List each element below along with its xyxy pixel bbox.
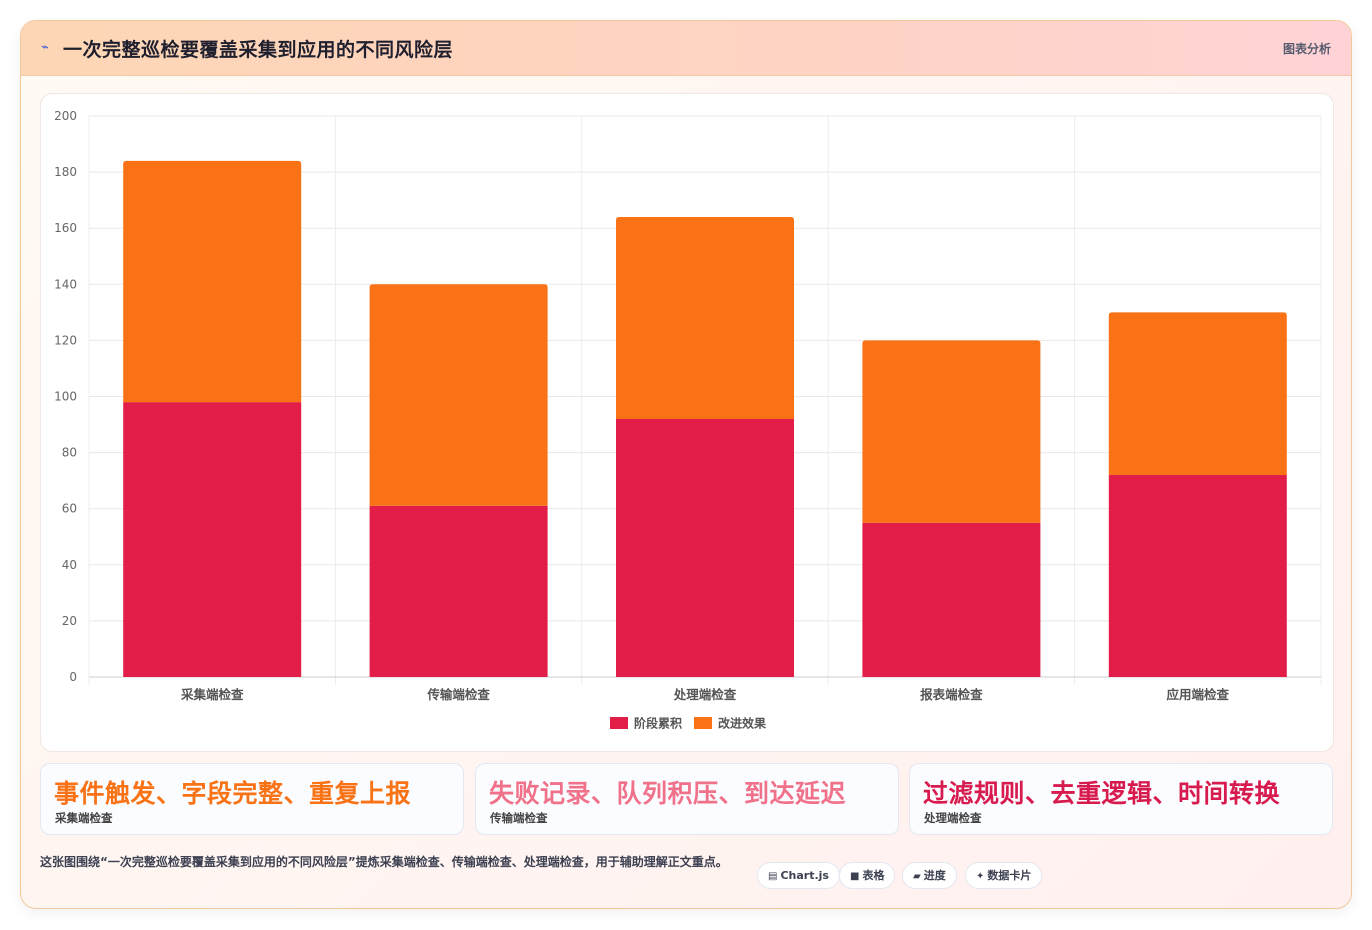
summary-card-transport: 失败记录、队列积压、到达延迟 传输端检查 <box>475 763 899 835</box>
chip-label: Chart.js <box>780 869 829 882</box>
footer-description: 这张图围绕“一次完整巡检要覆盖采集到应用的不同风险层”提炼采集端检查、传输端检查… <box>40 855 728 869</box>
progress-icon: ▰ <box>913 871 921 882</box>
chip-table[interactable]: ■ 表格 <box>839 862 896 889</box>
card-title: 一次完整巡检要覆盖采集到应用的不同风险层 <box>63 39 454 61</box>
y-tick-label: 20 <box>62 614 77 628</box>
chip-chartjs[interactable]: ▤ Chart.js <box>757 862 840 889</box>
chart-icon: ▤ <box>768 871 778 882</box>
summary-card-processing: 过滤规则、去重逻辑、时间转换 处理端检查 <box>909 763 1333 835</box>
y-tick-label: 120 <box>54 333 77 347</box>
y-tick-label: 180 <box>54 165 77 179</box>
lightning-icon: ⌁ <box>41 40 49 55</box>
chart-analysis-tag: 图表分析 <box>1282 42 1331 56</box>
chip-label: 表格 <box>862 869 885 882</box>
y-tick-label: 80 <box>62 446 77 460</box>
stacked-bar-chart: 0 20 40 60 80 100 120 140 160 180 200 采集端检查 传输端检查 处理端… <box>54 109 1322 731</box>
legend-label: 阶段累积 <box>634 716 682 731</box>
table-icon: ■ <box>850 871 860 882</box>
bar-segment <box>1108 475 1287 677</box>
y-tick-label: 140 <box>54 277 77 291</box>
x-category-label: 报表端检查 <box>920 687 983 702</box>
chip-label: 进度 <box>923 869 946 882</box>
bar-segment <box>123 160 302 403</box>
chip-label: 数据卡片 <box>987 869 1032 882</box>
y-tick-label: 0 <box>69 670 77 684</box>
summary-card-collection: 事件触发、字段完整、重复上报 采集端检查 <box>40 763 464 835</box>
bar-segment <box>862 522 1041 677</box>
y-tick-label: 60 <box>62 502 77 516</box>
x-category-label: 处理端检查 <box>673 687 737 702</box>
bar-segment <box>369 284 548 506</box>
summary-card-headline: 失败记录、队列积压、到达延迟 <box>489 779 847 808</box>
x-category-label: 采集端检查 <box>180 687 244 702</box>
y-tick-label: 200 <box>54 109 77 123</box>
chip-progress[interactable]: ▰ 进度 <box>902 862 957 889</box>
y-tick-label: 160 <box>54 221 77 235</box>
summary-card-headline: 事件触发、字段完整、重复上报 <box>54 779 412 808</box>
bar-segment <box>123 402 302 677</box>
bar-segment <box>616 418 794 677</box>
bar-segment <box>1108 312 1287 476</box>
summary-card-caption: 处理端检查 <box>924 811 982 825</box>
x-category-label: 应用端检查 <box>1167 687 1230 702</box>
legend-swatch <box>610 717 628 729</box>
chart-card: ⌁ 一次完整巡检要覆盖采集到应用的不同风险层 图表分析 0 20 40 60 80 100… <box>20 20 1352 909</box>
chart-panel: 0 20 40 60 80 100 120 140 160 180 200 采集端检查 传输端检查 处理端… <box>40 93 1334 752</box>
legend-label: 改进效果 <box>718 716 766 731</box>
y-tick-label: 40 <box>62 558 77 572</box>
bar-segment <box>369 505 548 677</box>
bar-segment <box>616 216 794 419</box>
legend-swatch <box>694 717 712 729</box>
x-category-label: 传输端检查 <box>426 687 490 702</box>
bar-segment <box>862 340 1041 523</box>
card-header: ⌁ 一次完整巡检要覆盖采集到应用的不同风险层 图表分析 <box>21 21 1351 76</box>
summary-card-headline: 过滤规则、去重逻辑、时间转换 <box>923 779 1281 808</box>
summary-card-caption: 采集端检查 <box>55 811 113 825</box>
sparkle-icon: ✦ <box>976 871 985 882</box>
y-tick-label: 100 <box>54 390 77 404</box>
summary-card-caption: 传输端检查 <box>490 811 548 825</box>
summary-cards: 事件触发、字段完整、重复上报 采集端检查 失败记录、队列积压、到达延迟 传输端检… <box>40 763 1334 835</box>
chip-data-card[interactable]: ✦ 数据卡片 <box>965 862 1043 889</box>
